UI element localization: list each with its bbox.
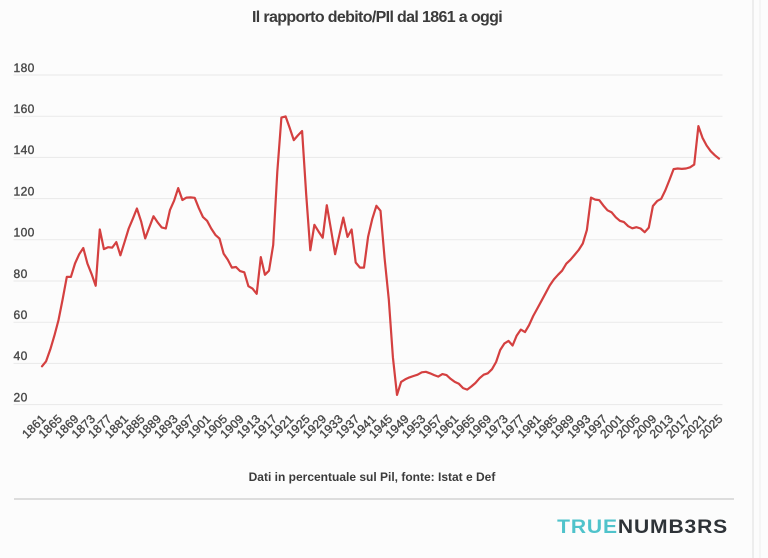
svg-text:140: 140 (14, 143, 35, 157)
svg-text:20: 20 (14, 390, 28, 404)
svg-text:180: 180 (14, 61, 35, 75)
svg-text:100: 100 (14, 226, 35, 240)
svg-text:40: 40 (14, 349, 28, 363)
svg-text:80: 80 (14, 267, 28, 281)
svg-text:60: 60 (14, 308, 28, 322)
svg-text:160: 160 (14, 102, 35, 116)
svg-text:120: 120 (14, 184, 35, 198)
